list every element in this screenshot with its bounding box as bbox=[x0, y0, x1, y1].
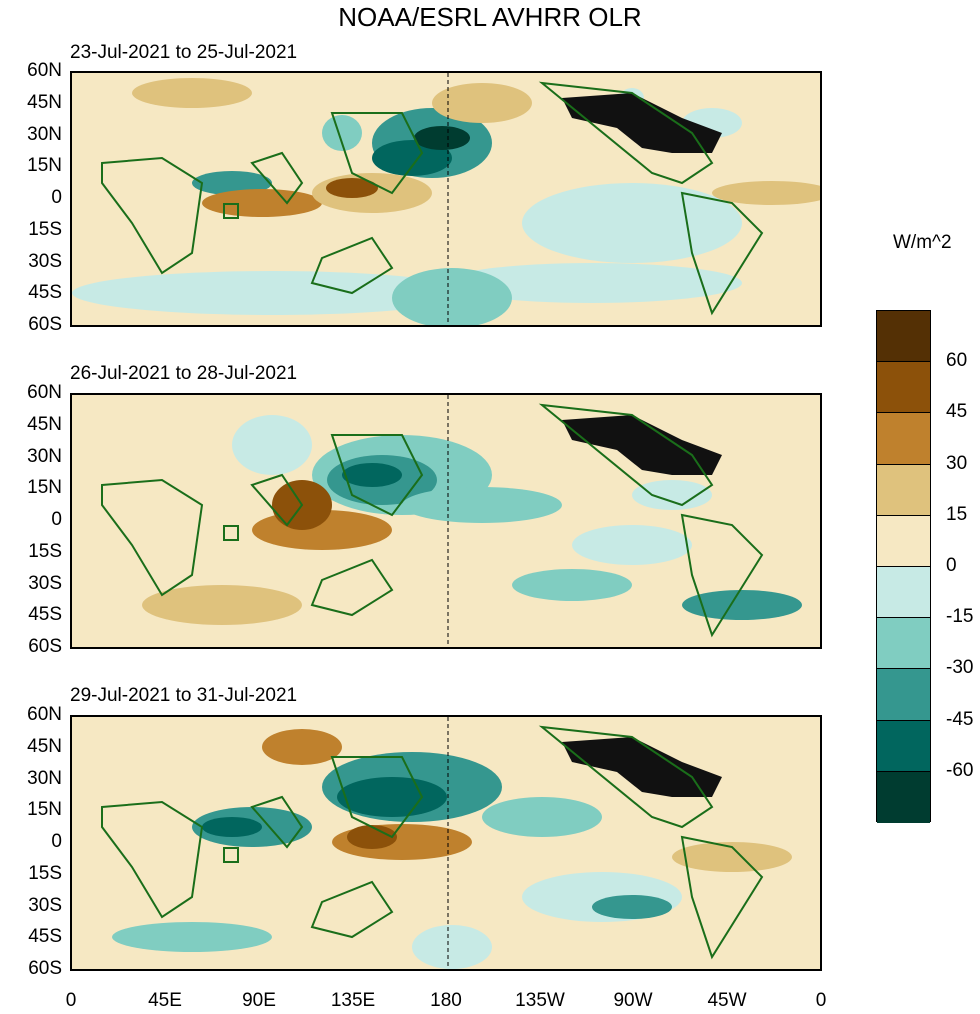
map-panel-2 bbox=[70, 393, 822, 649]
lat-label: 0 bbox=[51, 187, 62, 208]
colorbar-swatch bbox=[877, 771, 930, 823]
colorbar-units: W/m^2 bbox=[893, 232, 952, 253]
lon-label: 90E bbox=[242, 990, 276, 1011]
lat-label: 60S bbox=[28, 958, 62, 979]
map-panel-1 bbox=[70, 71, 822, 327]
lat-label: 15N bbox=[27, 155, 62, 177]
lat-label: 15S bbox=[28, 540, 62, 562]
colorbar-swatch bbox=[877, 618, 930, 670]
lat-label: 15S bbox=[28, 862, 62, 884]
colorbar bbox=[876, 310, 931, 823]
figure-title: NOAA/ESRL AVHRR OLR bbox=[338, 2, 642, 32]
lat-label: 30N bbox=[27, 767, 62, 789]
lat-label: 15S bbox=[28, 218, 62, 240]
colorbar-level-label: -45 bbox=[946, 708, 974, 730]
panel-3-title: 29-Jul-2021 to 31-Jul-2021 bbox=[70, 685, 298, 706]
lat-label: 45N bbox=[27, 735, 62, 757]
lat-label: 45S bbox=[28, 926, 62, 948]
lat-label: 15N bbox=[27, 477, 62, 499]
colorbar-level-label: 0 bbox=[946, 555, 957, 576]
panel-1-title: 23-Jul-2021 to 25-Jul-2021 bbox=[70, 42, 298, 63]
colorbar-level-label: -15 bbox=[946, 606, 974, 628]
lat-label: 45N bbox=[27, 91, 62, 113]
colorbar-level-label: 60 bbox=[946, 350, 968, 372]
olr-field-1 bbox=[72, 73, 820, 325]
olr-field-2 bbox=[72, 395, 820, 647]
lon-label: 180 bbox=[430, 990, 462, 1011]
lat-label: 0 bbox=[51, 831, 62, 852]
lon-label: 0 bbox=[65, 990, 77, 1011]
colorbar-swatch bbox=[877, 362, 930, 414]
lat-label: 15N bbox=[27, 799, 62, 821]
colorbar-swatch bbox=[877, 413, 930, 465]
lat-label: 60N bbox=[27, 60, 62, 81]
colorbar-swatch bbox=[877, 311, 930, 363]
colorbar-level-label: 30 bbox=[946, 452, 968, 474]
lon-label: 45E bbox=[148, 990, 182, 1011]
panel-2-title: 26-Jul-2021 to 28-Jul-2021 bbox=[70, 363, 298, 384]
lat-label: 30S bbox=[28, 250, 62, 272]
colorbar-swatch bbox=[877, 669, 930, 721]
lat-label: 60S bbox=[28, 314, 62, 335]
olr-field-3 bbox=[72, 717, 820, 969]
lat-label: 30S bbox=[28, 572, 62, 594]
lat-label: 45S bbox=[28, 282, 62, 304]
map-panel-3 bbox=[70, 715, 822, 971]
colorbar-level-label: 45 bbox=[946, 401, 968, 423]
lat-label: 45S bbox=[28, 604, 62, 626]
lat-label: 60N bbox=[27, 382, 62, 403]
colorbar-swatch bbox=[877, 515, 930, 567]
colorbar-level-label: -60 bbox=[946, 759, 974, 781]
lon-label: 45W bbox=[707, 990, 747, 1011]
lon-label: 135W bbox=[515, 990, 565, 1011]
lat-label: 30N bbox=[27, 123, 62, 145]
lat-label: 45N bbox=[27, 413, 62, 435]
colorbar-swatch bbox=[877, 566, 930, 619]
lat-label: 60N bbox=[27, 704, 62, 725]
lat-label: 30S bbox=[28, 894, 62, 916]
lat-label: 30N bbox=[27, 445, 62, 467]
colorbar-swatch bbox=[877, 720, 930, 772]
lat-label: 0 bbox=[51, 509, 62, 530]
lat-label: 60S bbox=[28, 636, 62, 657]
lon-label: 135E bbox=[330, 990, 376, 1011]
colorbar-level-label: 15 bbox=[946, 503, 968, 525]
colorbar-level-label: -30 bbox=[946, 657, 974, 679]
lon-label: 90W bbox=[613, 990, 653, 1011]
lon-label: 0 bbox=[815, 990, 827, 1011]
colorbar-swatch bbox=[877, 464, 930, 516]
